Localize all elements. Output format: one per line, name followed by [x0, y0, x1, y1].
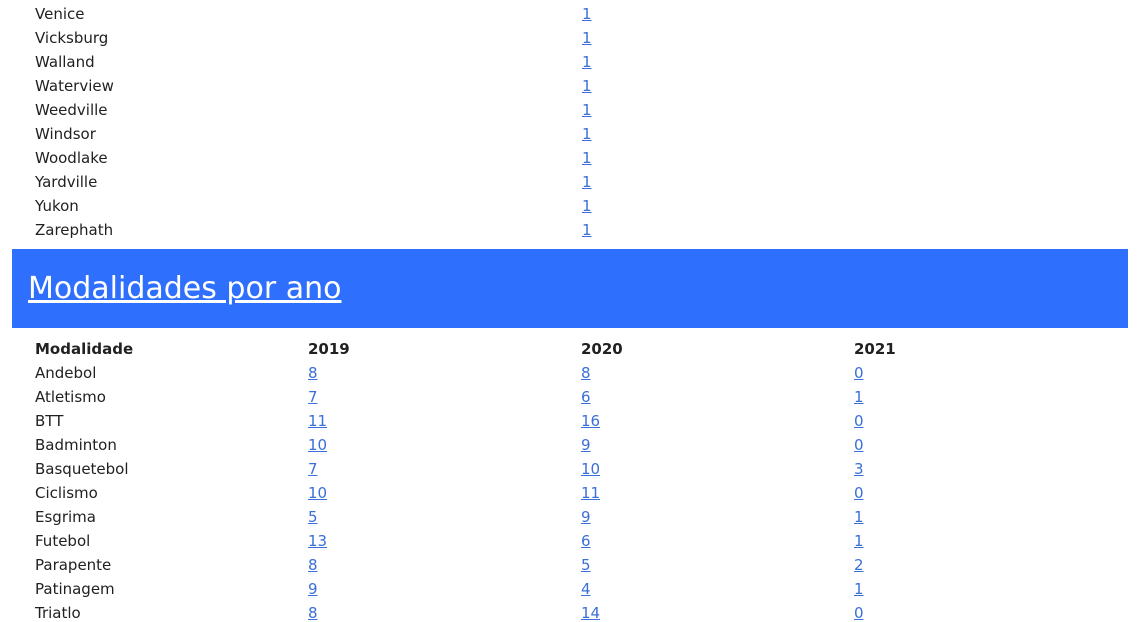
count-link-2020[interactable]: 6	[581, 388, 591, 406]
table-row: Atletismo 7 6 1	[35, 385, 954, 409]
city-name: Weedville	[35, 101, 108, 119]
count-link-2020[interactable]: 8	[581, 364, 591, 382]
city-count-link[interactable]: 1	[582, 221, 592, 239]
column-header: 2019	[308, 340, 350, 358]
city-name: Walland	[35, 53, 95, 71]
count-link-2020[interactable]: 14	[581, 604, 601, 622]
city-count-link[interactable]: 1	[582, 29, 592, 47]
count-link-2021[interactable]: 0	[854, 436, 864, 454]
city-name: Yardville	[35, 173, 98, 191]
table-row: Windsor 1	[35, 122, 642, 146]
table-row: Andebol 8 8 0	[35, 361, 954, 385]
city-name: Waterview	[35, 77, 114, 95]
table-row: Venice 1	[35, 2, 642, 26]
modality-name: Parapente	[35, 556, 112, 574]
table-row: BTT 11 16 0	[35, 409, 954, 433]
city-name: Vicksburg	[35, 29, 109, 47]
count-link-2019[interactable]: 5	[308, 508, 318, 526]
table-row: Zarephath 1	[35, 218, 642, 242]
table-row: Futebol 13 6 1	[35, 529, 954, 553]
city-count-link[interactable]: 1	[582, 197, 592, 215]
city-count-link[interactable]: 1	[582, 101, 592, 119]
city-count-link[interactable]: 1	[582, 53, 592, 71]
count-link-2021[interactable]: 0	[854, 364, 864, 382]
modality-name: Andebol	[35, 364, 97, 382]
table-row: Vicksburg 1	[35, 26, 642, 50]
table-row: Waterview 1	[35, 74, 642, 98]
count-link-2020[interactable]: 11	[581, 484, 601, 502]
city-name: Yukon	[35, 197, 79, 215]
table-row: Basquetebol 7 10 3	[35, 457, 954, 481]
city-count-link[interactable]: 1	[582, 125, 592, 143]
table-row: Esgrima 5 9 1	[35, 505, 954, 529]
count-link-2019[interactable]: 10	[308, 436, 328, 454]
count-link-2021[interactable]: 0	[854, 604, 864, 622]
city-name: Venice	[35, 5, 85, 23]
city-name: Windsor	[35, 125, 96, 143]
count-link-2020[interactable]: 9	[581, 436, 591, 454]
count-link-2019[interactable]: 8	[308, 604, 318, 622]
count-link-2021[interactable]: 1	[854, 508, 864, 526]
count-link-2021[interactable]: 1	[854, 388, 864, 406]
table-row: Yukon 1	[35, 194, 642, 218]
column-header: 2021	[854, 340, 896, 358]
column-header: 2020	[581, 340, 623, 358]
table-header-row: Modalidade 2019 2020 2021	[35, 337, 954, 361]
section-header: Modalidades por ano	[12, 249, 1128, 328]
city-count-link[interactable]: 1	[582, 5, 592, 23]
count-link-2019[interactable]: 7	[308, 388, 318, 406]
column-header: Modalidade	[35, 340, 134, 358]
cities-table: Venice 1 Vicksburg 1 Walland 1 Waterview…	[35, 2, 642, 242]
count-link-2020[interactable]: 10	[581, 460, 601, 478]
modality-name: Atletismo	[35, 388, 106, 406]
count-link-2020[interactable]: 9	[581, 508, 591, 526]
city-name: Woodlake	[35, 149, 108, 167]
section-title-link[interactable]: Modalidades por ano	[28, 270, 342, 306]
table-row: Patinagem 9 4 1	[35, 577, 954, 601]
count-link-2019[interactable]: 9	[308, 580, 318, 598]
count-link-2020[interactable]: 5	[581, 556, 591, 574]
city-count-link[interactable]: 1	[582, 173, 592, 191]
modality-name: Esgrima	[35, 508, 96, 526]
table-row: Weedville 1	[35, 98, 642, 122]
table-row: Woodlake 1	[35, 146, 642, 170]
count-link-2021[interactable]: 3	[854, 460, 864, 478]
city-name: Zarephath	[35, 221, 114, 239]
count-link-2021[interactable]: 0	[854, 412, 864, 430]
modality-name: Badminton	[35, 436, 117, 454]
count-link-2020[interactable]: 4	[581, 580, 591, 598]
modality-name: Basquetebol	[35, 460, 129, 478]
city-count-link[interactable]: 1	[582, 77, 592, 95]
count-link-2021[interactable]: 1	[854, 532, 864, 550]
count-link-2020[interactable]: 16	[581, 412, 601, 430]
count-link-2021[interactable]: 1	[854, 580, 864, 598]
count-link-2019[interactable]: 10	[308, 484, 328, 502]
modality-name: Futebol	[35, 532, 91, 550]
modality-name: Ciclismo	[35, 484, 98, 502]
count-link-2019[interactable]: 8	[308, 364, 318, 382]
table-row: Parapente 8 5 2	[35, 553, 954, 577]
table-row: Triatlo 8 14 0	[35, 601, 954, 622]
modality-name: BTT	[35, 412, 64, 430]
modalities-table: Modalidade 2019 2020 2021 Andebol 8 8 0 …	[35, 337, 954, 622]
count-link-2021[interactable]: 0	[854, 484, 864, 502]
modality-name: Triatlo	[35, 604, 81, 622]
count-link-2019[interactable]: 11	[308, 412, 328, 430]
count-link-2019[interactable]: 8	[308, 556, 318, 574]
count-link-2021[interactable]: 2	[854, 556, 864, 574]
table-row: Yardville 1	[35, 170, 642, 194]
table-row: Ciclismo 10 11 0	[35, 481, 954, 505]
modality-name: Patinagem	[35, 580, 115, 598]
table-row: Walland 1	[35, 50, 642, 74]
count-link-2020[interactable]: 6	[581, 532, 591, 550]
city-count-link[interactable]: 1	[582, 149, 592, 167]
table-row: Badminton 10 9 0	[35, 433, 954, 457]
count-link-2019[interactable]: 13	[308, 532, 328, 550]
count-link-2019[interactable]: 7	[308, 460, 318, 478]
